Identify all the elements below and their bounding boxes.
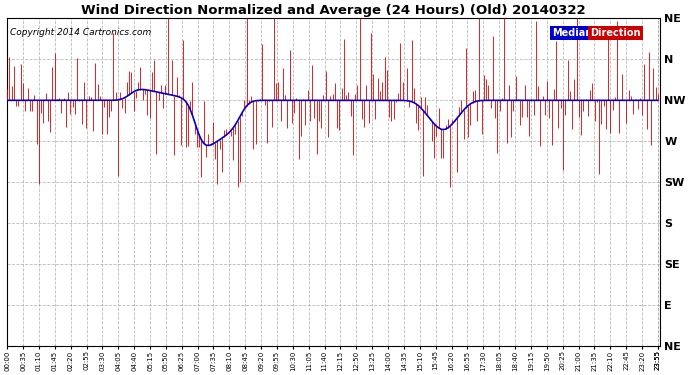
Text: Copyright 2014 Cartronics.com: Copyright 2014 Cartronics.com (10, 28, 152, 37)
Title: Wind Direction Normalized and Average (24 Hours) (Old) 20140322: Wind Direction Normalized and Average (2… (81, 4, 586, 17)
Text: Median: Median (553, 28, 593, 38)
Text: Direction: Direction (591, 28, 641, 38)
